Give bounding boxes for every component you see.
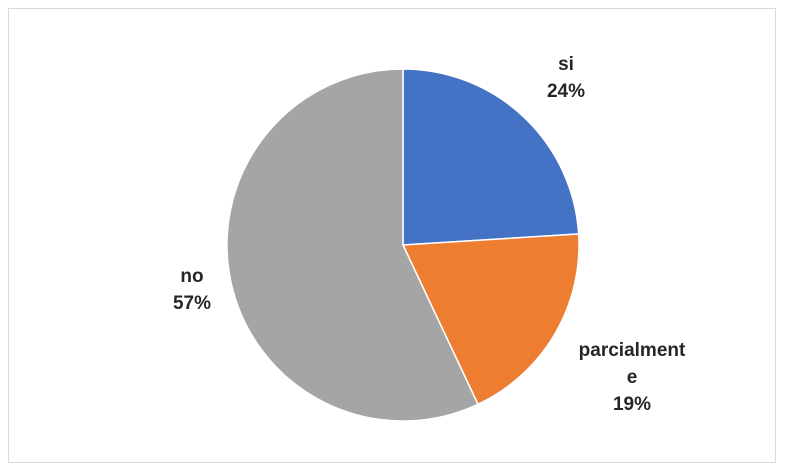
data-label-category: no [180,266,203,287]
pie-data-labels: si 24% parcialment e 19% no 57% [173,54,686,415]
data-label-no: no 57% [173,266,211,314]
data-label-si: si 24% [547,54,585,102]
data-label-value: 57% [173,293,211,314]
data-label-parcialmente: parcialment e 19% [579,340,686,415]
data-label-category: si [558,54,574,75]
data-label-value: 19% [613,394,651,415]
data-label-value: 24% [547,81,585,102]
pie-slice-parcialmente [401,233,580,406]
data-label-category: parcialment [579,340,686,361]
pie-slice-si [402,68,580,246]
pie-slice-no [226,68,479,422]
data-label-category: e [627,367,638,388]
pie-slices [226,68,580,422]
